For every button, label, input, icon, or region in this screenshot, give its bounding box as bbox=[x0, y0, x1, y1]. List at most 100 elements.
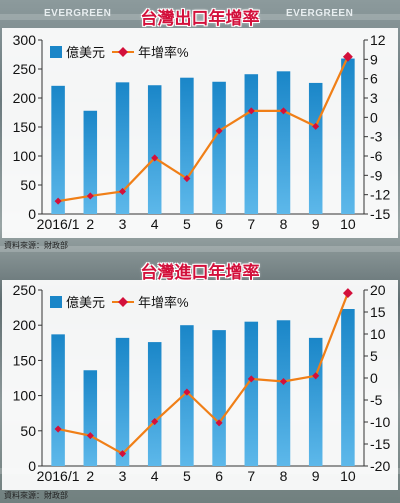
bar bbox=[147, 342, 162, 466]
chart-panel bbox=[2, 280, 398, 490]
bar bbox=[51, 334, 65, 466]
left-tick-label: 250 bbox=[13, 61, 37, 77]
left-tick-label: 300 bbox=[13, 32, 37, 48]
right-tick-label: -9 bbox=[370, 167, 383, 183]
chart-1-source: 資料來源：財政部 bbox=[4, 241, 68, 250]
growth-point bbox=[247, 375, 255, 383]
right-tick-label: 10 bbox=[370, 326, 386, 342]
chart-2: 0 50 100 150 200 250 -20 -15 -10 -5 0 5 10 15 20 2016/1… bbox=[2, 280, 398, 490]
growth-point bbox=[151, 154, 159, 162]
growth-point bbox=[215, 419, 223, 427]
right-tick-label: -6 bbox=[370, 148, 383, 164]
bar bbox=[115, 82, 130, 214]
growth-point bbox=[183, 175, 191, 183]
left-tick-label: 100 bbox=[13, 388, 37, 404]
left-tick-label: 0 bbox=[28, 206, 36, 222]
left-tick-label: 150 bbox=[13, 352, 37, 368]
growth-point bbox=[118, 450, 127, 458]
x-tick-label: 10 bbox=[340, 468, 356, 484]
bar bbox=[244, 321, 259, 466]
x-tick-label: 9 bbox=[312, 468, 320, 484]
bar bbox=[341, 58, 355, 214]
chart-2-title: 台灣進口年增率 bbox=[140, 263, 260, 283]
growth-point bbox=[279, 107, 288, 115]
x-tick-label: 6 bbox=[215, 216, 223, 232]
growth-point bbox=[279, 377, 288, 386]
left-tick-label: 100 bbox=[13, 148, 37, 164]
x-tick-label: 4 bbox=[151, 468, 159, 484]
left-tick-label: 50 bbox=[20, 177, 36, 193]
x-tick-label: 3 bbox=[119, 468, 127, 484]
right-tick-label: -15 bbox=[370, 206, 390, 222]
bar bbox=[244, 74, 259, 214]
left-tick-label: 200 bbox=[13, 90, 37, 106]
right-tick-label: 9 bbox=[370, 51, 378, 67]
right-tick-label: -15 bbox=[370, 436, 390, 452]
x-tick-label: 7 bbox=[247, 216, 255, 232]
right-tick-label: 15 bbox=[370, 304, 386, 320]
bar bbox=[276, 71, 291, 214]
bar bbox=[212, 81, 226, 214]
growth-point bbox=[215, 127, 223, 135]
x-tick-label: 8 bbox=[280, 468, 288, 484]
right-tick-label: 0 bbox=[370, 109, 378, 125]
bar bbox=[115, 337, 130, 466]
bar bbox=[83, 110, 98, 214]
growth-point bbox=[312, 372, 320, 380]
chart-1-title: 台灣出口年增率 bbox=[140, 9, 260, 29]
x-tick-label: 5 bbox=[183, 216, 191, 232]
x-tick-label: 5 bbox=[183, 468, 191, 484]
left-tick-label: 50 bbox=[20, 423, 36, 439]
x-tick-label: 9 bbox=[312, 216, 320, 232]
right-tick-label: 6 bbox=[370, 71, 378, 87]
left-tick-label: 0 bbox=[28, 458, 36, 474]
x-tick-label: 2 bbox=[86, 216, 94, 232]
right-tick-label: 20 bbox=[370, 282, 386, 298]
x-tick-label: 4 bbox=[151, 216, 159, 232]
x-tick-label: 10 bbox=[340, 216, 356, 232]
bar bbox=[276, 320, 291, 466]
bar bbox=[147, 85, 162, 214]
legend-line-label: 年增率% bbox=[138, 45, 189, 60]
right-tick-label: -5 bbox=[370, 392, 383, 408]
left-tick-label: 250 bbox=[13, 282, 37, 298]
x-tick-label: 3 bbox=[119, 216, 127, 232]
x-tick-label: 2016/1 bbox=[37, 216, 80, 232]
right-tick-label: 12 bbox=[370, 32, 386, 48]
growth-point bbox=[86, 192, 94, 200]
growth-point bbox=[118, 187, 127, 195]
bar bbox=[51, 85, 65, 214]
legend-bar-swatch bbox=[50, 296, 62, 308]
right-tick-label: -12 bbox=[370, 187, 390, 203]
bar bbox=[180, 77, 194, 214]
growth-point bbox=[247, 107, 255, 115]
x-tick-label: 2 bbox=[86, 468, 94, 484]
x-tick-label: 7 bbox=[247, 468, 255, 484]
bar bbox=[308, 82, 323, 214]
legend-bar-swatch bbox=[50, 46, 62, 58]
chart-1: 0 50 100 150 200 250 300 -15 -12 -9 -6 -3 0 3 6 9 12 2016… bbox=[2, 28, 398, 238]
banner-text-1: EVERGREEN bbox=[44, 8, 112, 19]
chart-panel bbox=[2, 28, 398, 238]
left-tick-label: 150 bbox=[13, 119, 37, 135]
growth-point bbox=[312, 122, 320, 130]
growth-line bbox=[57, 56, 349, 203]
growth-line bbox=[57, 292, 349, 456]
right-tick-label: 3 bbox=[370, 90, 378, 106]
left-tick-label: 200 bbox=[13, 317, 37, 333]
chart-2-source: 資料來源：財政部 bbox=[4, 491, 68, 500]
legend-bar-label: 億美元 bbox=[66, 295, 105, 310]
right-tick-label: 5 bbox=[370, 348, 378, 364]
right-tick-label: -10 bbox=[370, 414, 390, 430]
x-tick-label: 8 bbox=[280, 216, 288, 232]
bar bbox=[212, 330, 226, 466]
x-tick-label: 2016/1 bbox=[37, 468, 80, 484]
right-tick-label: -20 bbox=[370, 458, 390, 474]
right-tick-label: -3 bbox=[370, 129, 383, 145]
growth-point bbox=[151, 418, 159, 426]
bar bbox=[83, 370, 98, 466]
x-tick-label: 6 bbox=[215, 468, 223, 484]
banner-text-2: EVERGREEN bbox=[286, 8, 354, 19]
growth-point bbox=[54, 197, 62, 205]
legend-line-label: 年增率% bbox=[138, 295, 189, 310]
